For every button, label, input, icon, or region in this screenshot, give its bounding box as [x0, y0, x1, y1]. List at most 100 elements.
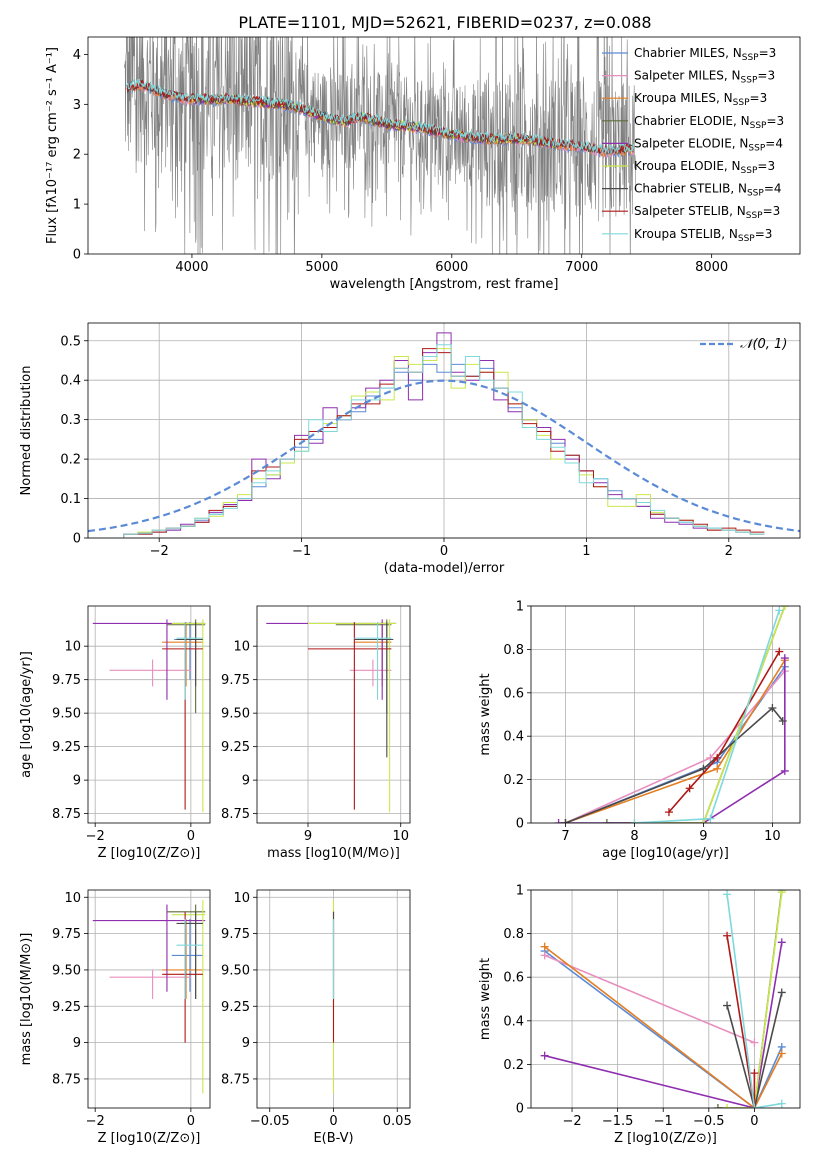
x-tick-label: 0	[750, 1114, 758, 1129]
y-axis-label: Normed distribution	[19, 366, 34, 496]
y-axis-label: Flux [fλ10⁻¹⁷ erg cm⁻² s⁻¹ A⁻¹]	[45, 47, 60, 244]
y-tick-label: 1	[73, 198, 81, 213]
legend-rest: =3	[757, 159, 775, 173]
weight-line	[558, 658, 786, 823]
legend-rest: =3	[763, 204, 781, 218]
x-axis-label: Z [log10(Z/Z⊙)]	[98, 1131, 201, 1146]
legend-label: Chabrier STELIB, NSSP=4	[634, 182, 782, 199]
y-tick-label: 9.75	[52, 673, 81, 688]
axes-frame	[87, 889, 211, 1109]
legend-rest: =3	[766, 114, 784, 128]
axes-mass_vs_ebv: −0.05 0 0.05 8.75 9 9.25 9.50 9.75 10 E(B-V)	[221, 889, 412, 1146]
y-tick-label: 0.2	[503, 773, 524, 788]
legend-label: 𝒩(0, 1)	[740, 337, 787, 352]
y-tick-label: 1	[516, 600, 524, 615]
spectrum-legend: Chabrier MILES, NSSP=3 Salpeter MILES, NS…	[602, 46, 784, 244]
weight-marker	[777, 1099, 786, 1108]
legend-sub: SSP	[742, 53, 759, 63]
y-tick-label: 0.2	[60, 453, 81, 468]
weight-marker	[602, 819, 611, 823]
x-tick-label: 0	[440, 544, 448, 559]
weight-marker	[723, 1104, 732, 1108]
y-tick-label: 9	[242, 774, 250, 789]
figure-title: PLATE=1101, MJD=52621, FIBERID=0237, z=0…	[238, 13, 651, 32]
axes-spectrum: 4000 5000 6000 7000 8000 0 1 2 3 4 wavelength [Ang…	[45, 36, 801, 292]
gaussian-curve	[88, 379, 800, 533]
axes-residual_hist: −2 −1 0 1 2 0 0.1 0.2 0.3 0.4 0.5 (data-model)/erro…	[19, 322, 801, 576]
y-tick-label: 9.50	[221, 963, 250, 978]
x-tick-label: 8	[630, 829, 638, 844]
weight-marker	[685, 784, 694, 793]
weight-marker	[699, 819, 708, 823]
legend-rest: =3	[759, 46, 777, 60]
y-tick-label: 8.75	[52, 1072, 81, 1087]
y-tick-label: 9	[242, 1036, 250, 1051]
axes-frame	[256, 605, 411, 824]
weight-marker	[750, 1069, 759, 1078]
legend-rest: =3	[750, 91, 768, 105]
weight-line	[544, 942, 783, 1108]
axes-age_vs_z: −2 0 8.75 9 9.25 9.50 9.75 10 Z [log10(Z/Z⊙)] age…	[19, 605, 211, 861]
x-tick-label: 0.05	[383, 1114, 412, 1129]
weight-marker	[775, 606, 784, 615]
legend-rest: =3	[757, 69, 775, 83]
y-axis-label: mass weight	[478, 958, 493, 1040]
y-tick-label: 0.5	[60, 334, 81, 349]
x-tick-label: −1	[292, 544, 311, 559]
legend-sub: SSP	[747, 189, 764, 199]
plot-area-spectrum	[124, 37, 637, 254]
axes-frame	[87, 36, 801, 255]
y-tick-label: 9.25	[221, 740, 250, 755]
legend-sub: SSP	[741, 76, 758, 86]
y-tick-label: 9.75	[52, 927, 81, 942]
weight-marker	[777, 1049, 786, 1058]
x-tick-label: 7	[561, 829, 569, 844]
plot-area-weight_vs_age	[554, 606, 789, 823]
weight-marker	[540, 942, 549, 951]
weight-line	[565, 706, 784, 823]
legend-label: Kroupa ELODIE, NSSP=3	[634, 159, 775, 176]
y-tick-label: 0.8	[503, 643, 524, 658]
y-tick-label: 0.6	[503, 686, 524, 701]
weight-line	[565, 666, 786, 823]
weight-marker	[777, 938, 786, 947]
axes-age_vs_mass: 9 10 8.75 9 9.25 9.50 9.75 10 mass [log10(M/M⊙)]	[221, 605, 411, 861]
weight-marker	[713, 1104, 722, 1108]
legend-rest: =4	[764, 182, 782, 196]
x-tick-label: 0	[187, 1114, 195, 1129]
y-tick-label: 0.2	[503, 1058, 524, 1073]
weight-line	[634, 606, 786, 823]
weight-line	[726, 894, 782, 1108]
y-tick-label: 9.25	[52, 740, 81, 755]
plot-area-residual_hist	[88, 332, 800, 538]
weight-line	[668, 651, 780, 813]
x-tick-label: −1	[654, 1114, 673, 1129]
weight-line	[727, 892, 783, 1108]
weight-marker	[713, 764, 722, 773]
legend-label: Salpeter STELIB, NSSP=3	[634, 204, 780, 221]
weight-marker	[723, 1001, 732, 1010]
weight-line	[544, 950, 783, 1108]
weight-line	[726, 992, 783, 1108]
y-tick-label: 10	[233, 640, 250, 655]
weight-marker	[750, 1104, 759, 1108]
weight-line	[606, 606, 786, 823]
legend-sub: SSP	[738, 234, 755, 244]
weight-marker	[540, 1051, 549, 1060]
axes-weight_vs_age: 7 8 9 10 0 0.2 0.4 0.6 0.8 1 age [log10(age/yr)] ma…	[478, 600, 801, 861]
y-tick-label: 9.25	[52, 1000, 81, 1015]
weight-marker	[768, 703, 777, 712]
y-axis-label: age [log10(age/yr)]	[19, 651, 34, 778]
y-tick-label: 0.3	[60, 413, 81, 428]
y-tick-label: 8.75	[221, 807, 250, 822]
x-tick-label: −2	[86, 1114, 105, 1129]
weight-marker	[713, 753, 722, 762]
y-tick-label: 0.4	[503, 1014, 524, 1029]
y-tick-label: 0	[516, 1102, 524, 1117]
x-axis-label: Z [log10(Z/Z⊙)]	[98, 846, 201, 861]
x-axis-label: age [log10(age/yr)]	[602, 846, 729, 861]
y-tick-label: 9.50	[221, 707, 250, 722]
y-tick-label: 4	[73, 48, 81, 63]
